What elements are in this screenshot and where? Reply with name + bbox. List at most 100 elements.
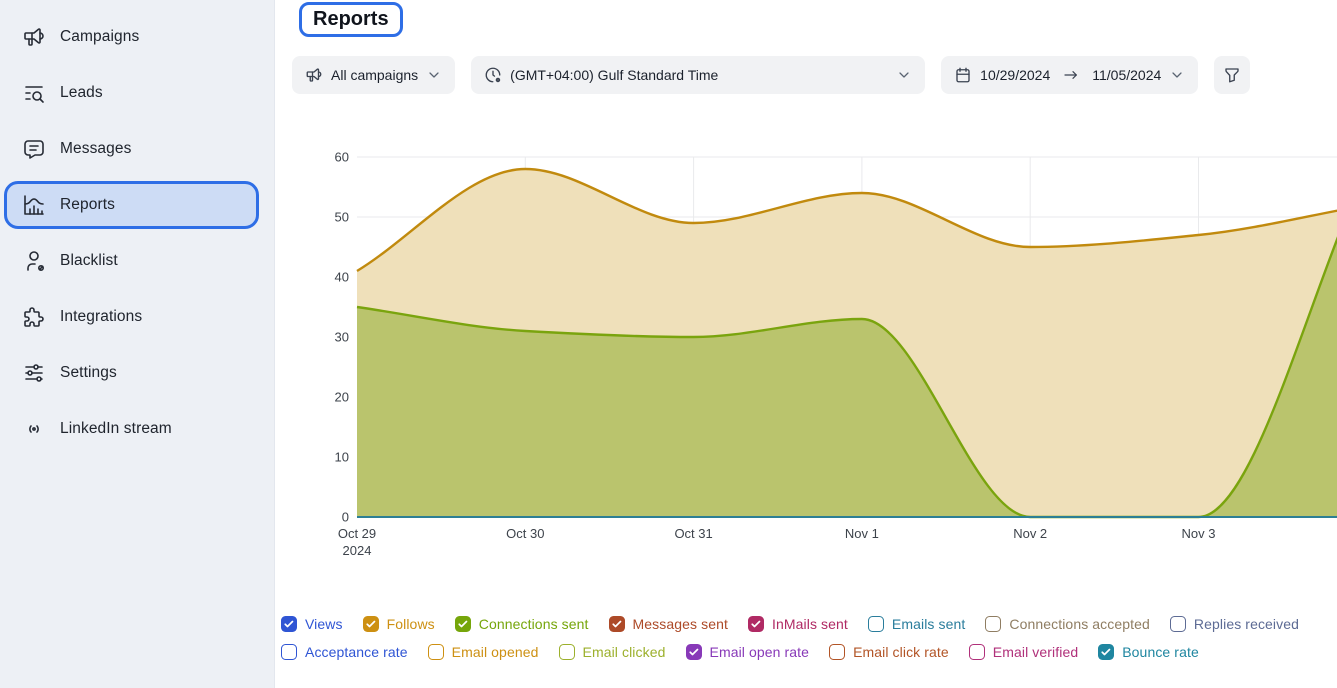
connections-sent-checkbox[interactable] — [454, 616, 471, 632]
email-opened-checkbox[interactable] — [427, 644, 444, 660]
legend-item-bounce-rate[interactable]: Bounce rate — [1098, 644, 1199, 660]
legend-label: Email verified — [992, 644, 1079, 660]
sidebar-item-label: Settings — [60, 364, 117, 381]
arrow-right-icon — [1060, 67, 1082, 83]
puzzle-icon — [22, 305, 46, 329]
bounce-rate-checkbox[interactable] — [1098, 644, 1115, 660]
adjustments-icon — [22, 361, 46, 385]
legend-label: InMails sent — [772, 616, 848, 632]
sidebar: Campaigns Leads Messages Reports Blacklist In… — [0, 0, 275, 688]
legend-label: Email open rate — [709, 644, 810, 660]
legend-item-connections-sent[interactable]: Connections sent — [454, 616, 589, 632]
svg-text:40: 40 — [335, 270, 349, 285]
replies-received-checkbox[interactable] — [1169, 616, 1186, 632]
sidebar-item-label: Campaigns — [60, 28, 140, 45]
legend-item-email-clicked[interactable]: Email clicked — [558, 644, 666, 660]
legend-label: Email click rate — [853, 644, 949, 660]
broadcast-icon — [22, 417, 46, 441]
legend-item-inmails-sent[interactable]: InMails sent — [748, 616, 848, 632]
legend-item-email-click-rate[interactable]: Email click rate — [829, 644, 949, 660]
legend-item-acceptance-rate[interactable]: Acceptance rate — [281, 644, 408, 660]
legend-label: Acceptance rate — [305, 644, 408, 660]
date-range-start: 10/29/2024 — [980, 67, 1051, 83]
svg-text:Oct 31: Oct 31 — [674, 526, 712, 541]
email-clicked-checkbox[interactable] — [558, 644, 575, 660]
chevron-down-icon — [1169, 67, 1185, 83]
legend-label: Messages sent — [632, 616, 728, 632]
clock-cog-icon — [484, 66, 502, 84]
follows-checkbox[interactable] — [362, 616, 379, 632]
sidebar-item-campaigns[interactable]: Campaigns — [4, 13, 259, 61]
legend-label: Email clicked — [582, 644, 666, 660]
svg-text:10: 10 — [335, 450, 349, 465]
page-title-text: Reports — [313, 8, 389, 30]
legend-item-email-open-rate[interactable]: Email open rate — [685, 644, 810, 660]
legend-label: Bounce rate — [1122, 644, 1199, 660]
sidebar-item-label: Blacklist — [60, 252, 118, 269]
messages-sent-checkbox[interactable] — [608, 616, 625, 632]
email-open-rate-checkbox[interactable] — [685, 644, 702, 660]
chevron-down-icon — [896, 67, 912, 83]
acceptance-rate-checkbox[interactable] — [281, 644, 297, 660]
svg-text:Nov 3: Nov 3 — [1182, 526, 1216, 541]
legend-label: Emails sent — [891, 616, 966, 632]
message-icon — [22, 137, 46, 161]
views-checkbox[interactable] — [281, 616, 297, 632]
legend-item-emails-sent[interactable]: Emails sent — [867, 616, 966, 632]
svg-text:Nov 2: Nov 2 — [1013, 526, 1047, 541]
reports-area-chart[interactable]: 0 10 20 30 40 50 60 Oct 29 Oct 30 Oct 31 Nov 1 Nov … — [275, 142, 1337, 562]
chart-canvas[interactable]: 0 10 20 30 40 50 60 Oct 29 Oct 30 Oct 31 Nov 1 Nov … — [275, 142, 1337, 562]
chart-histogram-icon — [22, 193, 46, 217]
connections-accepted-checkbox[interactable] — [985, 616, 1002, 632]
date-range-end: 11/05/2024 — [1092, 67, 1162, 83]
svg-text:20: 20 — [335, 390, 349, 405]
list-search-icon — [22, 81, 46, 105]
sidebar-item-leads[interactable]: Leads — [4, 69, 259, 117]
emails-sent-checkbox[interactable] — [867, 616, 884, 632]
sidebar-item-label: LinkedIn stream — [60, 420, 172, 437]
campaigns-dropdown[interactable]: All campaigns — [292, 56, 456, 94]
legend-item-connections-accepted[interactable]: Connections accepted — [985, 616, 1150, 632]
svg-text:30: 30 — [335, 330, 349, 345]
sidebar-item-label: Reports — [60, 196, 115, 213]
legend-item-email-verified[interactable]: Email verified — [968, 644, 1079, 660]
sidebar-item-settings[interactable]: Settings — [4, 349, 259, 397]
legend-label: Follows — [386, 616, 435, 632]
legend-label: Replies received — [1193, 616, 1300, 632]
sidebar-item-reports[interactable]: Reports — [4, 181, 259, 229]
svg-text:50: 50 — [335, 210, 349, 225]
legend-label: Connections sent — [478, 616, 589, 632]
legend-item-views[interactable]: Views — [281, 616, 343, 632]
legend-item-email-opened[interactable]: Email opened — [427, 644, 539, 660]
legend-label: Views — [305, 616, 343, 632]
inmails-sent-checkbox[interactable] — [748, 616, 764, 632]
sidebar-item-label: Leads — [60, 84, 103, 101]
main-content: Reports All campaigns (GMT+04:00) Gulf S… — [275, 0, 1337, 688]
legend-item-replies-received[interactable]: Replies received — [1169, 616, 1300, 632]
email-click-rate-checkbox[interactable] — [829, 644, 846, 660]
sidebar-item-integrations[interactable]: Integrations — [4, 293, 259, 341]
svg-text:2024: 2024 — [343, 543, 372, 558]
legend-row: Views Follows Connections sent Messages sen… — [281, 616, 1299, 632]
megaphone-icon — [305, 66, 323, 84]
legend-label: Connections accepted — [1009, 616, 1150, 632]
sidebar-item-messages[interactable]: Messages — [4, 125, 259, 173]
date-range-picker[interactable]: 10/29/2024 11/05/2024 — [941, 56, 1199, 94]
sidebar-item-linkedin-stream[interactable]: LinkedIn stream — [4, 405, 259, 453]
sidebar-item-blacklist[interactable]: Blacklist — [4, 237, 259, 285]
svg-text:Oct 30: Oct 30 — [506, 526, 544, 541]
filter-button[interactable] — [1214, 56, 1251, 94]
sidebar-item-label: Integrations — [60, 308, 143, 325]
legend-item-follows[interactable]: Follows — [362, 616, 435, 632]
campaigns-dropdown-value: All campaigns — [331, 67, 419, 83]
calendar-icon — [954, 66, 972, 84]
timezone-dropdown-value: (GMT+04:00) Gulf Standard Time — [510, 67, 719, 83]
svg-text:Oct 29: Oct 29 — [338, 526, 376, 541]
timezone-dropdown[interactable]: (GMT+04:00) Gulf Standard Time — [471, 56, 926, 94]
legend-item-messages-sent[interactable]: Messages sent — [608, 616, 728, 632]
email-verified-checkbox[interactable] — [968, 644, 985, 660]
legend-row: Acceptance rate Email opened Email clicked… — [281, 644, 1299, 660]
chevron-down-icon — [426, 67, 442, 83]
filters-toolbar: All campaigns (GMT+04:00) Gulf Standard … — [292, 56, 1251, 94]
